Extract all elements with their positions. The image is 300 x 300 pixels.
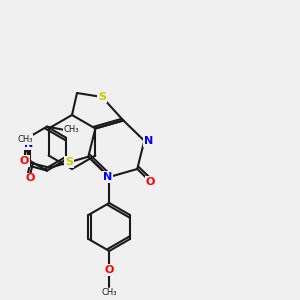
Text: S: S bbox=[65, 157, 73, 167]
Text: N: N bbox=[144, 136, 153, 146]
Text: N: N bbox=[24, 139, 34, 149]
Text: O: O bbox=[146, 176, 155, 187]
Text: N: N bbox=[103, 172, 112, 182]
Text: CH₃: CH₃ bbox=[17, 135, 33, 144]
Text: CH₃: CH₃ bbox=[63, 125, 79, 134]
Text: S: S bbox=[98, 92, 106, 102]
Text: O: O bbox=[26, 173, 35, 183]
Text: CH₃: CH₃ bbox=[101, 289, 117, 298]
Text: O: O bbox=[105, 265, 114, 275]
Text: O: O bbox=[19, 156, 28, 166]
Text: H: H bbox=[18, 136, 26, 146]
